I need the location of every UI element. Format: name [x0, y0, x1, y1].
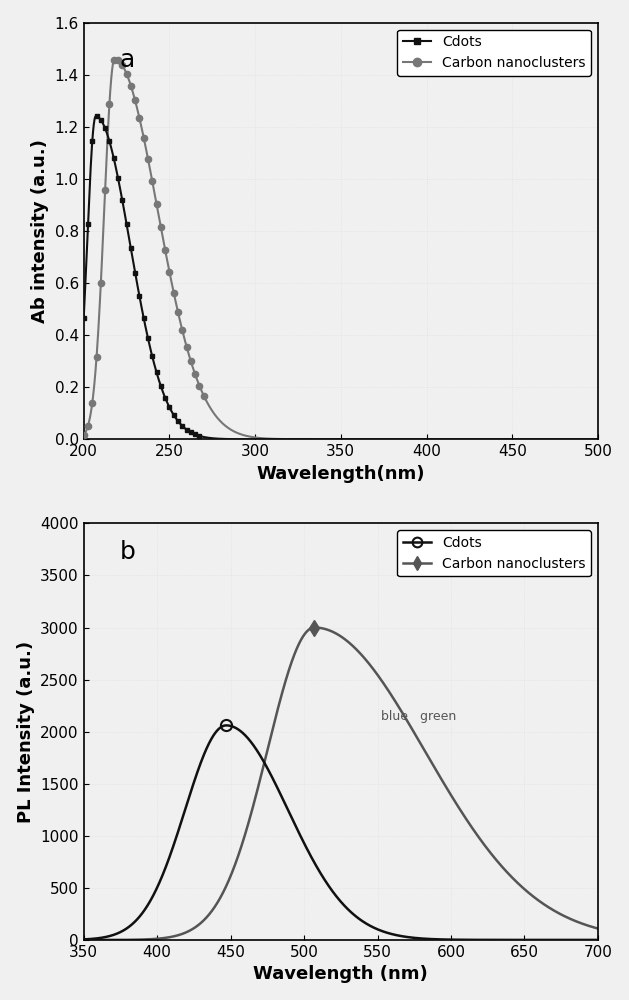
X-axis label: Wavelength(nm): Wavelength(nm) — [257, 465, 425, 483]
Legend: Cdots, Carbon nanoclusters: Cdots, Carbon nanoclusters — [398, 30, 591, 76]
Text: b: b — [120, 540, 136, 564]
Text: blue   green: blue green — [381, 710, 456, 723]
Y-axis label: PL Intensity (a.u.): PL Intensity (a.u.) — [16, 641, 35, 823]
Y-axis label: Ab intensity (a.u.): Ab intensity (a.u.) — [31, 139, 49, 323]
Text: a: a — [120, 48, 135, 72]
X-axis label: Wavelength (nm): Wavelength (nm) — [253, 965, 428, 983]
Legend: Cdots, Carbon nanoclusters: Cdots, Carbon nanoclusters — [398, 530, 591, 576]
